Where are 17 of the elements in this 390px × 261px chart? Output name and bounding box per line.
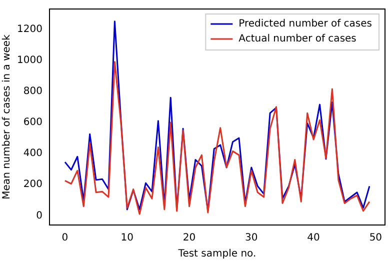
x-tick-label: 50 [369,232,382,244]
x-tick-label: 20 [182,232,196,244]
x-tick-label: 30 [245,232,258,244]
x-tick-label: 10 [120,232,134,244]
y-tick-label: 0 [36,210,42,222]
x-axis-title: Test sample no. [177,248,256,260]
y-tick-label: 600 [23,117,42,128]
legend-label: Predicted number of cases [238,18,372,30]
legend-label: Actual number of cases [238,34,356,45]
x-tick-label: 0 [62,232,68,244]
y-tick-label: 800 [23,86,42,97]
y-tick-label: 1200 [16,24,42,35]
y-axis-title: Mean number of cases in a week [2,34,13,200]
y-tick-label: 200 [23,179,42,190]
y-tick-label: 1000 [16,54,42,66]
y-tick-label: 400 [23,148,42,160]
x-tick-label: 40 [307,232,320,244]
